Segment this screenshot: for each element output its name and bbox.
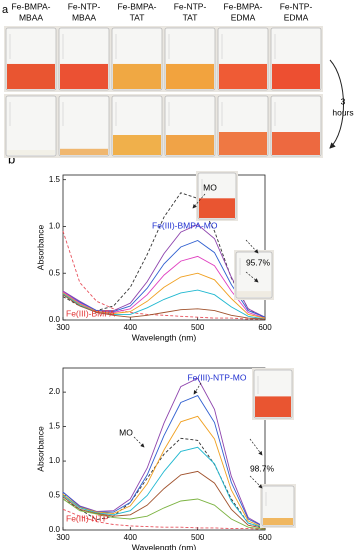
beaker-label: MBAA	[19, 12, 43, 22]
annotation: 98.7%	[250, 463, 275, 473]
annotation-arrow	[245, 239, 259, 254]
beaker-glass	[235, 251, 273, 299]
x-axis-label: Wavelength (nm)	[132, 542, 197, 550]
time-arrow	[329, 59, 344, 149]
spectrum-line	[62, 294, 266, 320]
x-tick-label: 600	[258, 533, 272, 542]
beaker-glass	[261, 485, 295, 527]
y-axis-label: Absorbance	[35, 426, 45, 472]
x-tick-label: 300	[56, 533, 70, 542]
annotation-arrow	[193, 382, 202, 395]
spectrum-line	[62, 470, 266, 530]
beaker-label: Fe-BMPA-	[11, 1, 50, 11]
beaker-label: Fe-NTP-	[174, 1, 207, 11]
y-tick-label: 1.5	[49, 175, 61, 184]
panel-label: b	[8, 151, 15, 166]
y-axis-label: Absorbance	[35, 225, 45, 271]
y-tick-label: 1.0	[49, 456, 61, 465]
beaker-liquid	[237, 291, 271, 297]
beaker-liquid	[166, 63, 214, 89]
annotation-arrow	[249, 438, 263, 456]
beaker-label: TAT	[183, 12, 198, 22]
y-tick-label: 1.5	[49, 422, 61, 431]
annotation: Fe(III)-BMPA-MO	[152, 220, 218, 230]
y-tick-label: 2.0	[49, 387, 61, 396]
beaker-label: Fe-BMPA-	[117, 1, 156, 11]
beaker-label: EDMA	[284, 12, 309, 22]
x-tick-label: 600	[258, 323, 272, 332]
plot-frame	[62, 174, 266, 321]
annotation: Fe(III)-BMPA	[66, 308, 115, 318]
beaker-liquid	[255, 396, 291, 417]
y-tick-label: 0.0	[49, 315, 61, 324]
beaker-liquid	[60, 148, 108, 155]
x-tick-label: 300	[56, 323, 70, 332]
spectrum-line	[62, 377, 266, 528]
panel-label: a	[2, 4, 9, 16]
y-tick-label: 0.0	[49, 525, 61, 534]
spectrum-line	[62, 437, 266, 530]
x-tick-label: 400	[124, 533, 138, 542]
annotation: 95.7%	[246, 257, 271, 267]
y-tick-label: 1.0	[49, 222, 61, 231]
beaker-glass	[58, 95, 110, 157]
annotation: MO	[119, 427, 133, 437]
x-tick-label: 500	[191, 533, 205, 542]
beaker-liquid	[113, 63, 161, 89]
beaker-liquid	[7, 150, 55, 155]
plot-frame	[62, 367, 266, 531]
annotation: Fe(III)-NTP	[66, 513, 109, 523]
beaker-liquid	[263, 518, 293, 525]
spectrum-line	[62, 272, 266, 319]
beaker-liquid	[272, 63, 320, 89]
beaker-liquid	[113, 135, 161, 155]
x-tick-label: 500	[191, 323, 205, 332]
x-axis-label: Wavelength (nm)	[132, 332, 197, 342]
beaker-liquid	[199, 198, 235, 218]
beaker-liquid	[219, 132, 267, 155]
beaker-liquid	[272, 132, 320, 155]
annotation-arrow	[192, 193, 206, 209]
beaker-label: EDMA	[231, 12, 256, 22]
annotation-arrow	[133, 436, 145, 448]
beaker-label: TAT	[130, 12, 145, 22]
y-tick-label: 0.5	[49, 268, 61, 277]
y-tick-label: 0.5	[49, 491, 61, 500]
spectrum-line	[62, 239, 266, 318]
beaker-liquid	[166, 135, 214, 155]
time-label: 3	[341, 96, 346, 106]
beaker-liquid	[219, 63, 267, 89]
x-tick-label: 400	[124, 323, 138, 332]
beaker-liquid	[60, 63, 108, 89]
annotation: MO	[203, 182, 217, 192]
spectrum-line	[62, 446, 266, 529]
annotation: Fe(III)-NTP-MO	[187, 372, 246, 382]
spectrum-line	[62, 508, 266, 530]
time-label: hours	[332, 107, 353, 117]
beaker-glass	[5, 95, 57, 157]
beaker-label: Fe-NTP-	[68, 1, 101, 11]
spectrum-line	[62, 498, 266, 530]
beaker-liquid	[7, 63, 55, 89]
beaker-label: MBAA	[72, 12, 96, 22]
spectrum-line	[62, 230, 265, 320]
annotation-arrow	[245, 271, 259, 283]
beaker-label: Fe-NTP-	[280, 1, 313, 11]
annotation-arrow	[249, 475, 263, 489]
beaker-label: Fe-BMPA-	[223, 1, 262, 11]
spectrum-line	[62, 415, 266, 529]
